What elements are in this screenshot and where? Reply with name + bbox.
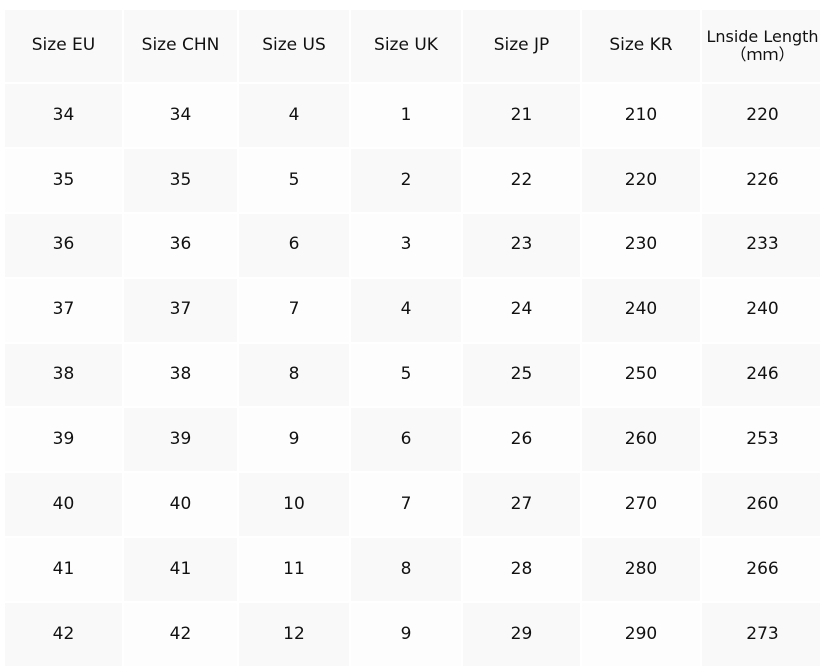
header-cell: Size US [239, 10, 349, 82]
table-cell: 7 [351, 473, 461, 537]
table-cell: 10 [239, 473, 349, 537]
table-cell: 36 [124, 213, 237, 277]
table-cell: 290 [582, 603, 700, 666]
table-cell: 233 [702, 213, 820, 277]
table-cell: 21 [463, 84, 580, 147]
table-cell: 39 [5, 408, 122, 472]
table-cell: 38 [5, 343, 122, 407]
size-table: Size EU Size CHN Size US Size UK Size JP Size… [5, 10, 820, 666]
table-cell: 12 [239, 603, 349, 666]
header-cell: Lnside Length （ｍｍ） [702, 10, 820, 82]
table-cell: 2 [351, 148, 461, 212]
header-cell: Size KR [582, 10, 700, 82]
table-cell: 253 [702, 408, 820, 472]
table-cell: 280 [582, 538, 700, 602]
table-cell: 1 [351, 84, 461, 147]
table-cell: 41 [124, 538, 237, 602]
table-cell: 37 [124, 278, 237, 342]
table-cell: 220 [702, 84, 820, 147]
table-cell: 36 [5, 213, 122, 277]
table-cell: 4 [351, 278, 461, 342]
table-cell: 5 [351, 343, 461, 407]
table-cell: 8 [239, 343, 349, 407]
table-cell: 11 [239, 538, 349, 602]
table-cell: 9 [351, 603, 461, 666]
table-cell: 226 [702, 148, 820, 212]
table-cell: 26 [463, 408, 580, 472]
table-cell: 210 [582, 84, 700, 147]
table-cell: 25 [463, 343, 580, 407]
table-cell: 42 [124, 603, 237, 666]
table-cell: 37 [5, 278, 122, 342]
table-cell: 29 [463, 603, 580, 666]
table-cell: 34 [5, 84, 122, 147]
table-cell: 9 [239, 408, 349, 472]
table-cell: 220 [582, 148, 700, 212]
table-cell: 260 [582, 408, 700, 472]
header-cell: Size JP [463, 10, 580, 82]
header-cell: Size CHN [124, 10, 237, 82]
table-cell: 240 [582, 278, 700, 342]
table-cell: 240 [702, 278, 820, 342]
table-cell: 42 [5, 603, 122, 666]
table-cell: 266 [702, 538, 820, 602]
table-cell: 6 [351, 408, 461, 472]
table-cell: 5 [239, 148, 349, 212]
table-cell: 3 [351, 213, 461, 277]
table-cell: 4 [239, 84, 349, 147]
table-cell: 250 [582, 343, 700, 407]
table-cell: 40 [5, 473, 122, 537]
table-cell: 39 [124, 408, 237, 472]
table-cell: 40 [124, 473, 237, 537]
table-cell: 34 [124, 84, 237, 147]
header-cell: Size UK [351, 10, 461, 82]
table-cell: 23 [463, 213, 580, 277]
table-cell: 35 [124, 148, 237, 212]
table-cell: 22 [463, 148, 580, 212]
header-cell: Size EU [5, 10, 122, 82]
table-cell: 246 [702, 343, 820, 407]
table-cell: 41 [5, 538, 122, 602]
table-cell: 273 [702, 603, 820, 666]
table-cell: 38 [124, 343, 237, 407]
table-cell: 6 [239, 213, 349, 277]
table-cell: 270 [582, 473, 700, 537]
table-cell: 28 [463, 538, 580, 602]
table-cell: 24 [463, 278, 580, 342]
table-cell: 27 [463, 473, 580, 537]
table-cell: 35 [5, 148, 122, 212]
table-cell: 260 [702, 473, 820, 537]
table-cell: 8 [351, 538, 461, 602]
table-cell: 230 [582, 213, 700, 277]
table-cell: 7 [239, 278, 349, 342]
